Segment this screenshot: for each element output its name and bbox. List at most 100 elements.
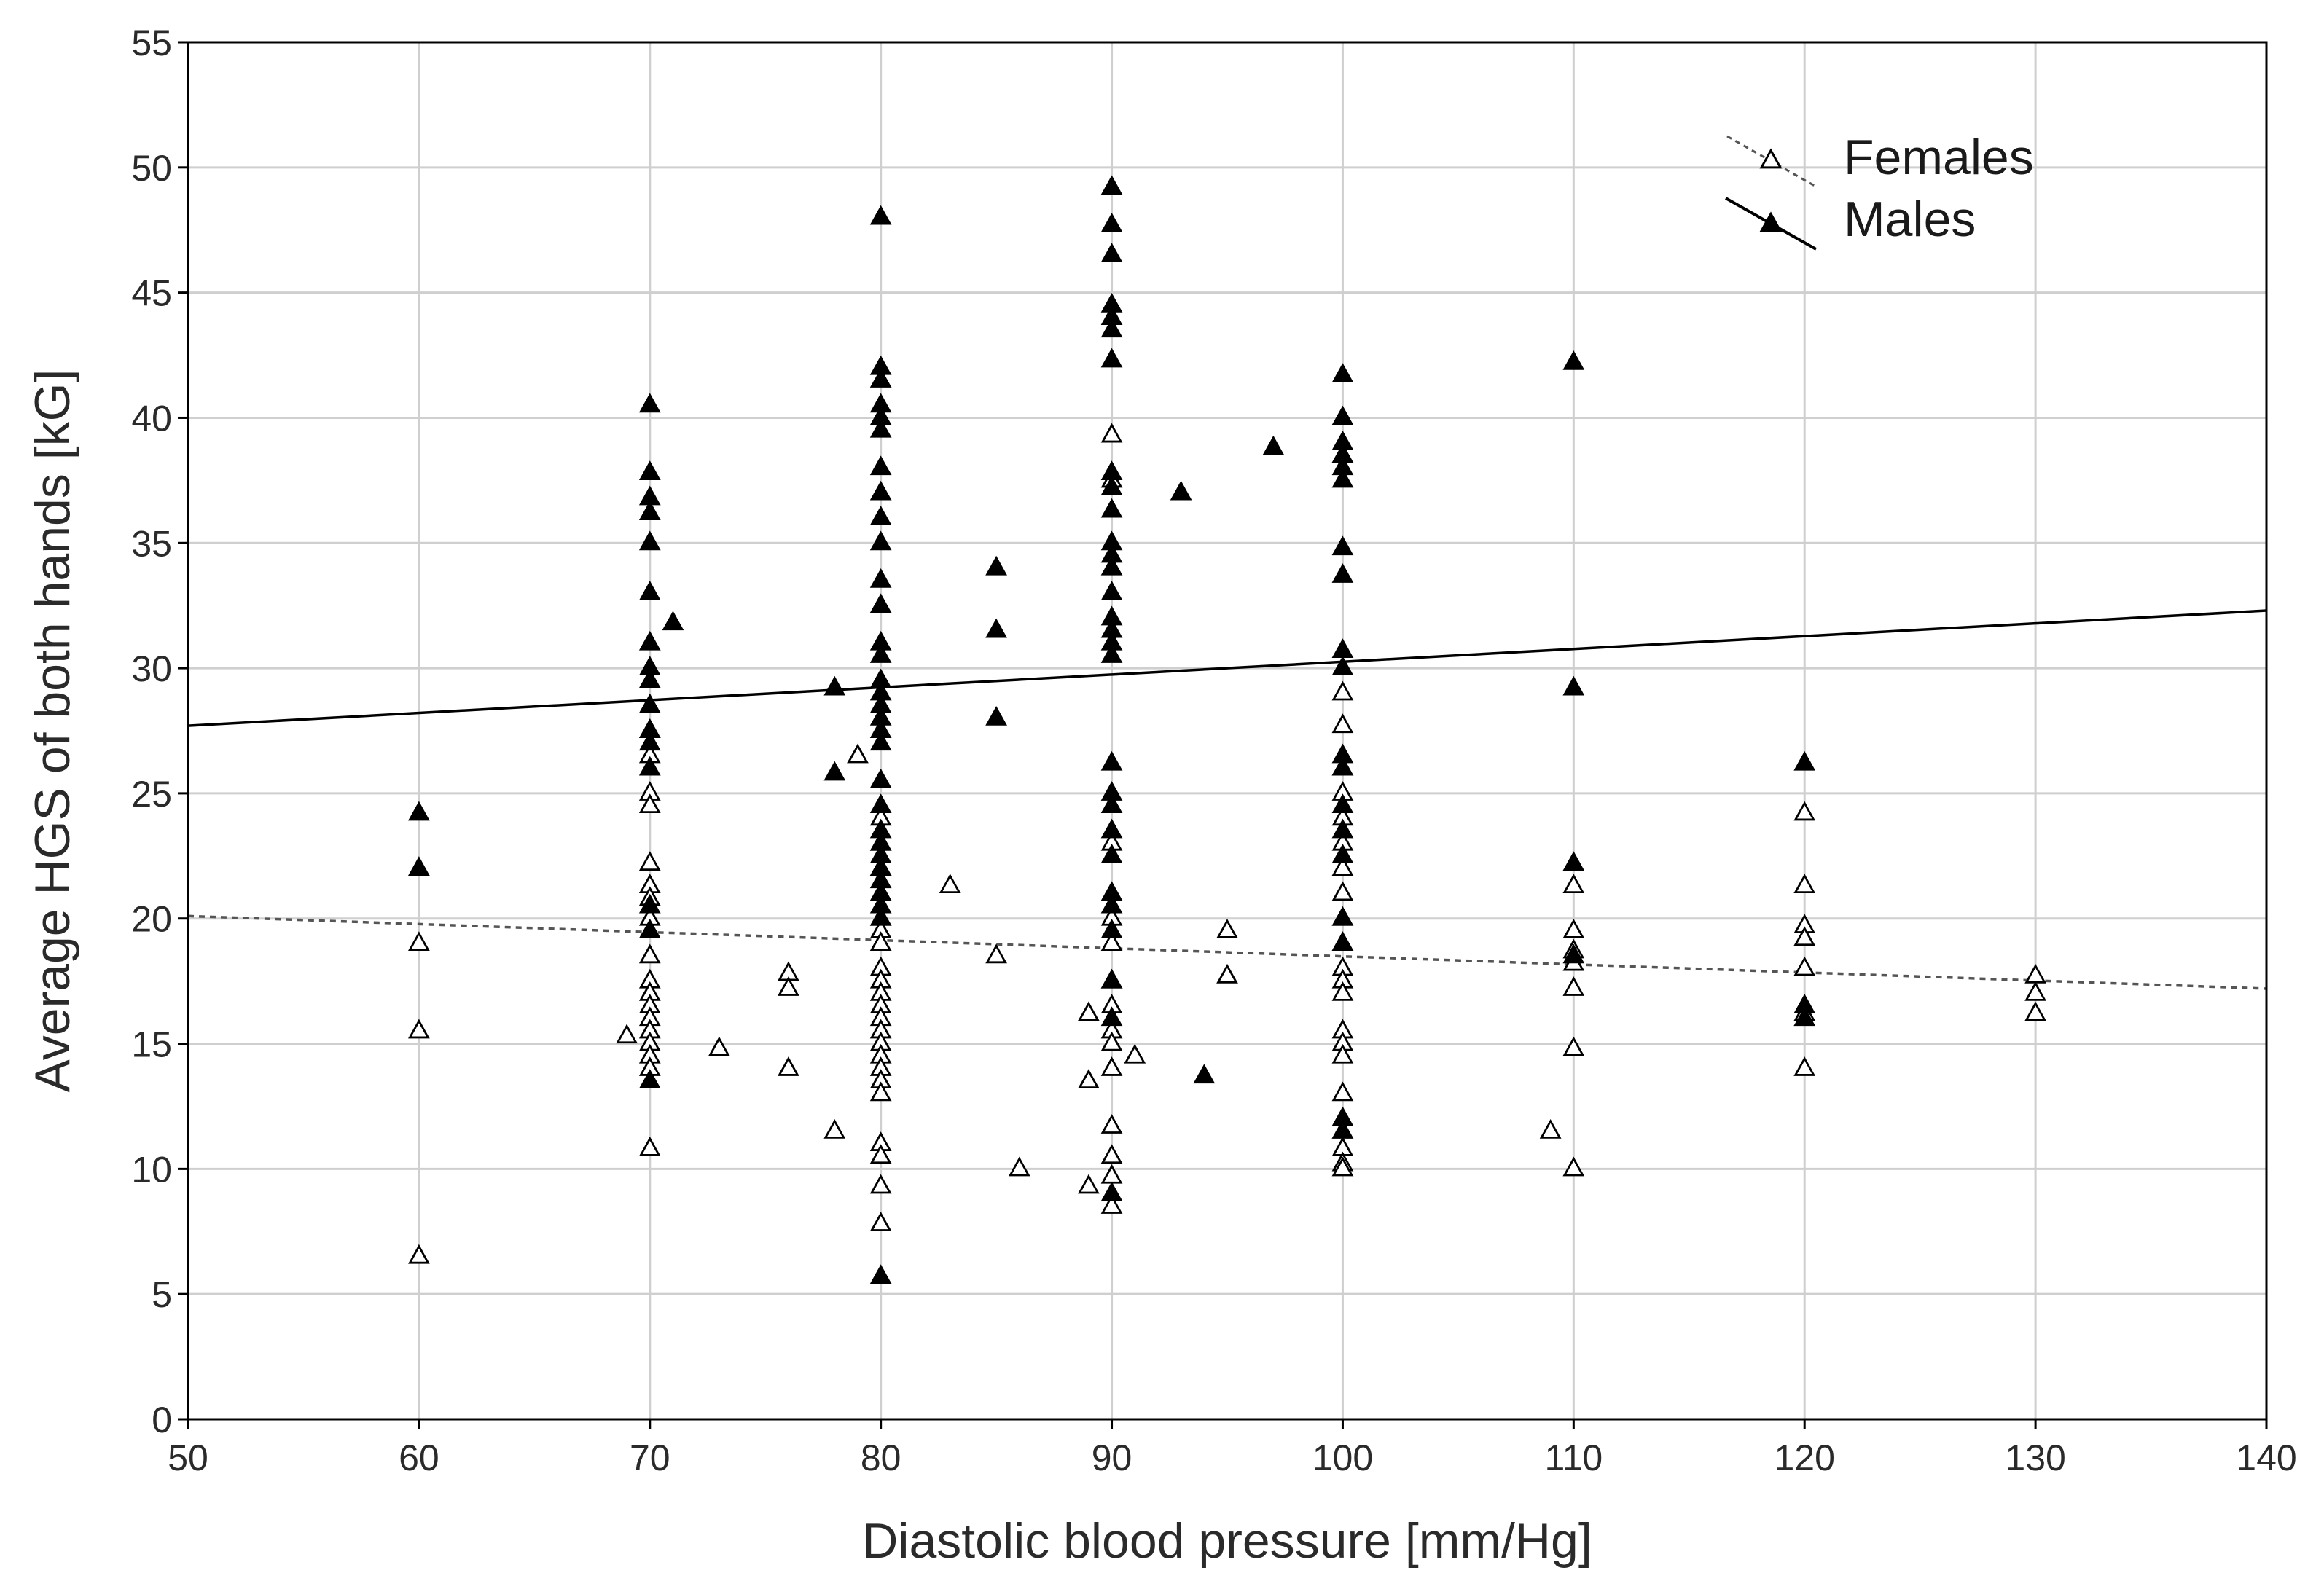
point-male <box>1100 818 1123 839</box>
point-female <box>1562 1036 1585 1056</box>
point-female <box>1562 919 1585 938</box>
point-female <box>778 1056 799 1076</box>
point-male <box>1331 638 1354 658</box>
fit-line-males <box>187 609 2267 727</box>
point-female <box>1100 1056 1123 1076</box>
point-female <box>823 1118 846 1139</box>
y-tick-label: 5 <box>152 1274 172 1315</box>
point-male <box>1100 843 1123 863</box>
point-male <box>638 1069 661 1089</box>
point-male <box>869 530 892 551</box>
point-male <box>1100 1181 1123 1201</box>
point-female <box>408 1244 430 1264</box>
point-female <box>1331 856 1354 876</box>
point-male <box>1100 919 1123 938</box>
point-male <box>1331 656 1354 676</box>
point-female <box>1562 976 1585 996</box>
point-female <box>2024 1001 2046 1021</box>
point-male <box>1331 843 1354 863</box>
point-male <box>1331 363 1354 382</box>
point-male <box>1331 468 1354 488</box>
point-female <box>939 874 961 894</box>
x-tick-label: 110 <box>1544 1437 1603 1478</box>
point-female <box>869 1212 892 1231</box>
point-male <box>1100 555 1123 576</box>
point-female <box>1216 963 1238 984</box>
point-female <box>869 1081 892 1102</box>
x-tick-label: 50 <box>168 1437 208 1478</box>
point-male <box>1100 968 1123 989</box>
point-female <box>1331 680 1354 701</box>
point-female <box>1216 919 1238 938</box>
point-male <box>1170 480 1192 501</box>
point-female <box>616 1024 638 1044</box>
point-male <box>408 856 430 876</box>
x-tick-label: 80 <box>861 1437 901 1478</box>
point-male <box>869 568 892 588</box>
y-tick-label: 50 <box>131 148 172 189</box>
point-male <box>1100 348 1123 368</box>
point-male <box>1331 931 1354 952</box>
point-male <box>985 618 1007 638</box>
point-female <box>1331 1156 1354 1177</box>
point-female <box>1077 1001 1100 1021</box>
point-female <box>1793 801 1816 821</box>
point-female <box>869 931 892 952</box>
point-female <box>408 1019 430 1039</box>
point-male <box>1331 563 1354 583</box>
point-female <box>708 1036 730 1056</box>
point-male <box>408 801 430 821</box>
point-female <box>638 793 661 814</box>
x-tick-label: 100 <box>1312 1437 1373 1478</box>
point-female <box>638 851 661 871</box>
point-male <box>1793 750 1816 771</box>
point-male <box>1793 1006 1816 1027</box>
plot-frame <box>187 41 2268 1421</box>
point-male <box>1562 350 1585 370</box>
x-tick-label: 130 <box>2005 1437 2065 1478</box>
point-male <box>823 761 846 781</box>
point-male <box>1100 475 1123 495</box>
point-male <box>1100 750 1123 771</box>
point-female <box>1100 931 1123 952</box>
legend-marker-females <box>1759 148 1783 169</box>
point-male <box>1100 498 1123 518</box>
y-tick-label: 30 <box>131 648 172 689</box>
point-male <box>1100 318 1123 338</box>
point-female <box>1100 1031 1123 1051</box>
point-male <box>869 480 892 501</box>
y-axis-title: Average HGS of both hands [kG] <box>25 369 80 1093</box>
legend: Females Males <box>1725 130 2034 251</box>
point-female <box>1331 881 1354 901</box>
y-tick-label: 25 <box>131 774 172 815</box>
point-female <box>638 1137 661 1156</box>
point-female <box>869 1144 892 1164</box>
point-male <box>1331 818 1354 839</box>
point-female <box>1077 1069 1100 1089</box>
point-male <box>1100 643 1123 663</box>
point-male <box>638 693 661 713</box>
point-male <box>985 555 1007 576</box>
point-male <box>638 630 661 651</box>
point-female <box>1077 1174 1100 1194</box>
y-tick-label: 40 <box>131 398 172 439</box>
x-tick-label: 140 <box>2236 1437 2296 1478</box>
point-female <box>1539 1118 1562 1139</box>
point-male <box>638 893 661 914</box>
legend-marker-males <box>1759 211 1783 232</box>
x-axis-title: Diastolic blood pressure [mm/Hg] <box>862 1513 1592 1569</box>
point-female <box>1331 981 1354 1001</box>
y-tick-label: 0 <box>152 1400 172 1440</box>
point-male <box>638 731 661 751</box>
point-male <box>1100 175 1123 195</box>
point-male <box>638 668 661 688</box>
point-male <box>869 205 892 225</box>
point-male <box>638 581 661 600</box>
legend-label-females: Females <box>1844 130 2034 185</box>
y-tick-label: 15 <box>131 1024 172 1065</box>
x-tick-label: 70 <box>630 1437 670 1478</box>
point-female <box>1124 1043 1146 1064</box>
point-male <box>638 393 661 413</box>
point-male <box>1562 675 1585 696</box>
point-male <box>869 1264 892 1284</box>
